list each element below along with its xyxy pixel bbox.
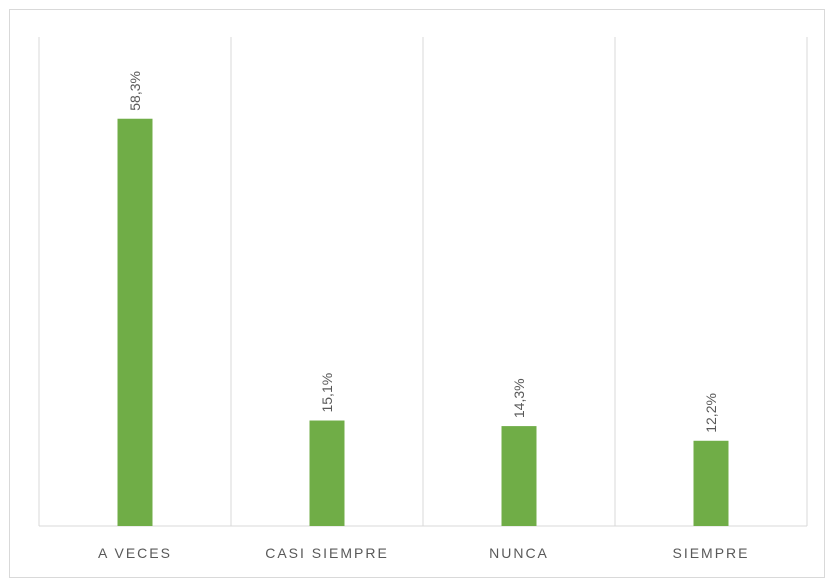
x-tick-label: SIEMPRE: [672, 545, 749, 561]
bar: [309, 420, 345, 526]
bar: [501, 426, 537, 526]
bar: [693, 440, 729, 526]
x-tick-label: A VECES: [98, 545, 172, 561]
data-label: 15,1%: [319, 373, 335, 413]
data-label: 14,3%: [511, 378, 527, 418]
data-label: 58,3%: [127, 71, 143, 111]
x-tick-label: NUNCA: [489, 545, 549, 561]
x-tick-label: CASI SIEMPRE: [265, 545, 389, 561]
bar: [117, 118, 153, 527]
data-label: 12,2%: [703, 393, 719, 433]
